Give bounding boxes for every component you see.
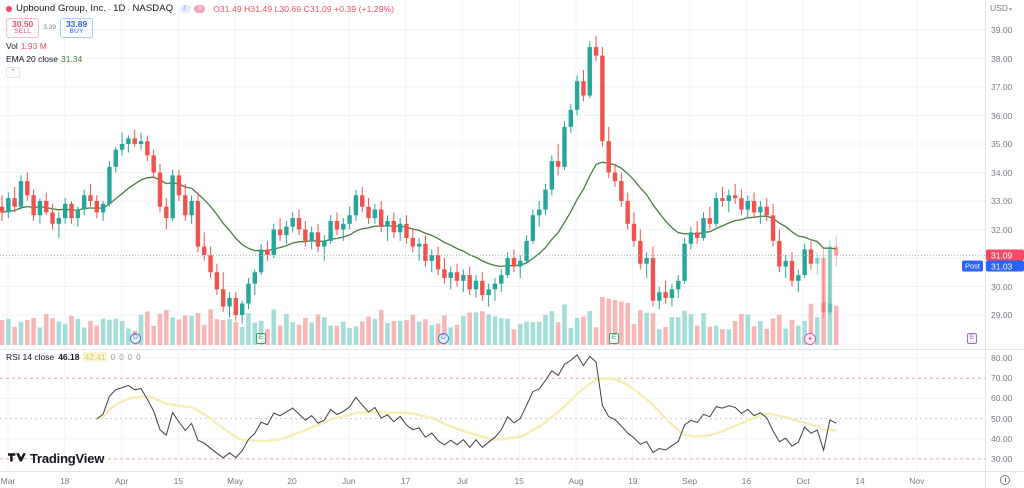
spread-value: 3.39 [43,24,56,32]
rsi-zero-3: 0 [136,352,141,362]
price-tick: 29.00 [991,310,1013,320]
symbol-name[interactable]: Upbound Group, Inc. [16,3,107,14]
collapse-legend-button[interactable]: ⌃ [6,66,20,78]
time-tick[interactable]: Nov [909,476,925,486]
pane-divider[interactable] [0,349,1024,350]
rsi-value: 46.18 [58,352,80,362]
price-axis[interactable]: USD▾ 39.00 38.00 37.00 36.00 35.00 34.00 33.00… [985,0,1024,349]
rsi-tick: 70.00 [991,373,1013,384]
last-price-badge[interactable]: 31.09 [986,249,1024,261]
buy-label: BUY [69,27,84,35]
rsi-ma-value: 42.41 [83,352,107,362]
tradingview-logo-text: TradingView [30,451,105,466]
price-axis-unit-label: USD [990,3,1008,13]
interval-label[interactable]: 1D [113,3,126,14]
rsi-zero-0: 0 [110,352,116,362]
price-plot[interactable] [0,0,985,349]
volume-legend[interactable]: Vol 1.93 M [6,41,394,51]
moon-icon[interactable]: ☾ [180,4,192,13]
price-tick: 34.00 [991,167,1013,178]
legend-toggles[interactable]: ☾ ≡ [180,4,206,13]
list-icon[interactable]: ≡ [194,4,206,13]
rsi-zero-2: 0 [127,352,133,362]
time-tick[interactable]: May [227,476,244,486]
volume-label: Vol [6,40,18,51]
rsi-plot[interactable] [0,350,985,471]
ema-legend[interactable]: EMA 20 close 31.34 [6,54,394,64]
time-tick[interactable]: 17 [400,476,411,486]
price-tick: 39.00 [991,25,1013,35]
exchange-label[interactable]: NASDAQ [132,3,174,14]
sell-price: 30.50 [12,19,34,29]
dividend-marker[interactable]: D [130,333,141,344]
time-axis[interactable]: Mar 18 Apr 15 May 20 Jun 17 Jul 15 Aug 19 Sep 16 Oct 14… [0,471,985,488]
axis-border [985,0,986,349]
ohlc-values: O31.49 H31.49 L30.69 C31.09 +0.39 (+1.29… [213,3,395,14]
axis-border [985,350,986,471]
buy-price: 33.89 [65,19,88,29]
rsi-legend[interactable]: RSI 14 close 46.18 42.41 0 0 0 0 [6,352,141,362]
rsi-tick: 40.00 [991,433,1013,444]
price-tick: 33.00 [991,196,1013,206]
symbol-status-dot [6,5,12,12]
timezone-button[interactable] [985,471,1024,488]
sell-label: SELL [14,27,32,35]
price-tick: 38.00 [991,53,1013,64]
rsi-tick: 50.00 [991,413,1013,424]
price-tick: 36.00 [991,110,1013,121]
volume-value: 1.93 M [20,40,47,51]
rsi-zero-1: 0 [119,352,124,362]
price-tick: 35.00 [991,139,1013,149]
post-price-badge[interactable]: 31.03 [986,260,1024,272]
chart-legend[interactable]: Upbound Group, Inc. · 1D · NASDAQ ☾ ≡ O3… [6,2,394,78]
time-tick[interactable]: Mar [0,476,16,486]
time-tick[interactable]: 18 [60,476,70,486]
buy-sell-row[interactable]: 30.50 SELL 3.39 33.89 BUY [6,18,394,38]
price-pane[interactable] [0,0,985,349]
chevron-down-icon: ▾ [1008,7,1012,13]
rsi-pane[interactable] [0,350,985,471]
time-tick[interactable]: Apr [114,476,129,486]
time-tick[interactable]: 20 [287,476,297,486]
time-tick[interactable]: 16 [741,476,752,486]
post-market-flag[interactable]: Post [962,260,984,272]
rsi-tick: 80.00 [991,353,1013,364]
earnings-future-marker[interactable]: E [967,333,977,344]
price-tick: 37.00 [991,82,1013,92]
time-tick[interactable]: Jun [341,476,356,486]
rsi-axis[interactable]: 80.00 70.00 60.00 50.00 40.00 30.00 [985,350,1024,471]
rsi-tick: 30.00 [991,453,1013,464]
tradingview-watermark: TradingView [8,451,104,466]
time-tick[interactable]: 19 [628,476,638,486]
time-tick[interactable]: Aug [568,476,584,486]
sell-button[interactable]: 30.50 SELL [6,18,40,38]
tradingview-logo-icon [8,452,26,461]
price-tick: 32.00 [991,224,1013,235]
ema-label: EMA 20 close [6,53,58,64]
legend-separator: · [127,3,131,14]
legend-separator: · [108,3,112,14]
time-tick[interactable]: 15 [514,476,524,486]
time-tick[interactable]: 14 [855,476,865,486]
price-axis-unit[interactable]: USD▾ [990,3,1012,13]
buy-button[interactable]: 33.89 BUY [59,18,94,38]
time-tick[interactable]: Jul [456,476,468,486]
price-tick: 30.00 [991,281,1013,292]
time-tick[interactable]: 15 [173,476,184,486]
split-marker[interactable]: ✦ [804,333,816,345]
symbol-row[interactable]: Upbound Group, Inc. · 1D · NASDAQ ☾ ≡ O3… [6,2,394,15]
dividend-marker[interactable]: D [438,333,449,344]
rsi-label[interactable]: RSI 14 close [6,352,55,362]
earnings-marker[interactable]: E [609,333,619,344]
clock-icon [1000,475,1010,485]
time-tick[interactable]: Oct [796,476,810,486]
rsi-tick: 60.00 [991,393,1013,404]
time-tick[interactable]: Sep [682,476,698,486]
earnings-marker[interactable]: E [256,333,266,344]
ema-value: 31.34 [60,53,83,64]
